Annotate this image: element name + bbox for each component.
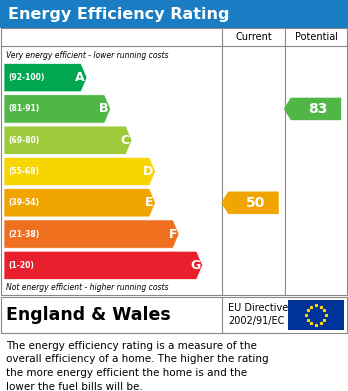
Text: (39-54): (39-54) xyxy=(8,198,39,207)
Polygon shape xyxy=(284,98,341,120)
Bar xyxy=(288,300,344,330)
Polygon shape xyxy=(4,188,156,217)
Text: C: C xyxy=(121,134,130,147)
Bar xyxy=(0,0,348,28)
Text: G: G xyxy=(190,259,200,272)
Polygon shape xyxy=(4,220,179,248)
Polygon shape xyxy=(4,126,132,154)
Text: (55-68): (55-68) xyxy=(8,167,39,176)
Polygon shape xyxy=(4,251,203,280)
Text: 2002/91/EC: 2002/91/EC xyxy=(228,316,284,326)
Text: (92-100): (92-100) xyxy=(8,73,45,82)
Text: (1-20): (1-20) xyxy=(8,261,34,270)
Text: D: D xyxy=(143,165,153,178)
Text: Energy Efficiency Rating: Energy Efficiency Rating xyxy=(8,7,229,22)
Bar xyxy=(1,28,347,295)
Text: F: F xyxy=(168,228,177,240)
Text: overall efficiency of a home. The higher the rating: overall efficiency of a home. The higher… xyxy=(6,355,269,364)
Text: EU Directive: EU Directive xyxy=(228,303,288,313)
Text: A: A xyxy=(76,71,85,84)
Polygon shape xyxy=(4,63,87,92)
Text: 83: 83 xyxy=(308,102,328,116)
Text: (81-91): (81-91) xyxy=(8,104,39,113)
Text: Potential: Potential xyxy=(294,32,338,42)
Text: The energy efficiency rating is a measure of the: The energy efficiency rating is a measur… xyxy=(6,341,257,351)
Text: (21-38): (21-38) xyxy=(8,230,39,239)
Text: Current: Current xyxy=(235,32,272,42)
Text: the more energy efficient the home is and the: the more energy efficient the home is an… xyxy=(6,368,247,378)
Text: 50: 50 xyxy=(246,196,265,210)
Text: (69-80): (69-80) xyxy=(8,136,39,145)
Text: England & Wales: England & Wales xyxy=(6,306,171,324)
Text: Very energy efficient - lower running costs: Very energy efficient - lower running co… xyxy=(6,52,168,61)
Text: Not energy efficient - higher running costs: Not energy efficient - higher running co… xyxy=(6,283,168,292)
Polygon shape xyxy=(221,192,279,214)
Text: lower the fuel bills will be.: lower the fuel bills will be. xyxy=(6,382,143,391)
Polygon shape xyxy=(4,95,111,123)
Text: E: E xyxy=(145,196,153,209)
Polygon shape xyxy=(4,157,156,186)
Text: B: B xyxy=(99,102,109,115)
Bar xyxy=(1,297,347,333)
